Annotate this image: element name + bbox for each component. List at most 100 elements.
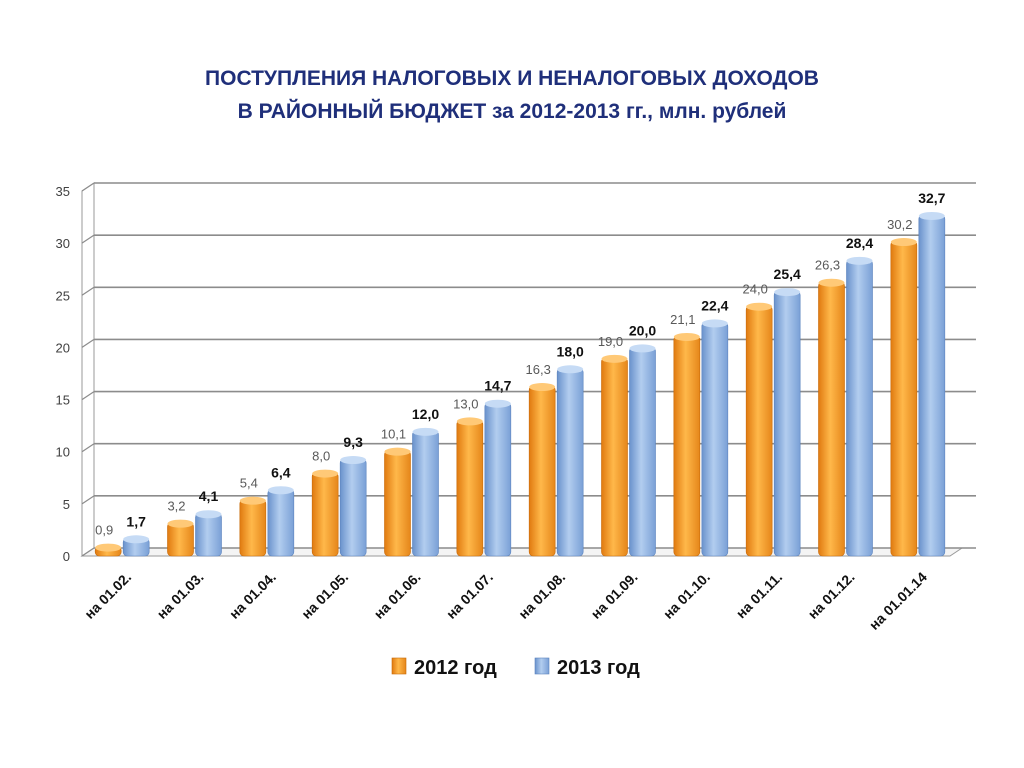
bar-cap — [918, 211, 945, 220]
y-tick-label: 30 — [56, 236, 70, 251]
data-label-2013: 1,7 — [126, 513, 146, 529]
y-tick-label: 0 — [63, 549, 70, 564]
bar-2012 — [745, 305, 773, 557]
bar-2012 — [167, 522, 194, 557]
bar-2013 — [556, 367, 584, 557]
bar-2013 — [629, 347, 656, 557]
data-label-2012: 26,3 — [815, 258, 840, 273]
bar-2012 — [311, 472, 339, 557]
gridline-side — [81, 547, 95, 557]
data-label-2012: 30,2 — [887, 217, 912, 232]
bar-2013 — [339, 458, 367, 557]
y-axis: 0 5 10 15 20 25 30 35 — [56, 184, 70, 564]
bar-cap — [629, 344, 656, 353]
bar-cap — [557, 365, 584, 374]
data-label-2012: 5,4 — [240, 476, 258, 491]
x-tick-label: на 01.11. — [733, 569, 786, 622]
legend: 2012 год 2013 год — [391, 657, 640, 679]
bar-cap — [846, 256, 873, 265]
data-label-2012: 21,1 — [670, 312, 695, 327]
y-tick-label: 25 — [56, 288, 70, 303]
x-tick-label: на 01.01.14 — [866, 569, 930, 633]
gridline-side — [81, 495, 95, 505]
data-label-2012: 13,0 — [453, 396, 478, 411]
bar-2012 — [601, 357, 628, 557]
x-tick-label: на 01.08. — [515, 569, 568, 622]
bar-2013 — [267, 488, 295, 557]
data-label-2012: 10,1 — [381, 427, 406, 442]
data-label-2012: 0,9 — [95, 523, 113, 538]
y-tick-label: 10 — [56, 445, 70, 460]
x-tick-label: на 01.10. — [660, 569, 713, 622]
data-label-2013: 32,7 — [918, 190, 945, 206]
bar-cap — [384, 447, 411, 456]
bar-2013 — [773, 290, 801, 557]
data-label-2012: 3,2 — [167, 499, 185, 514]
data-label-2013: 28,4 — [846, 235, 873, 251]
gridline-side — [81, 182, 95, 192]
bar-2013 — [846, 259, 873, 557]
bars — [94, 211, 946, 557]
bar-cap — [267, 486, 294, 495]
data-label-2012: 24,0 — [743, 282, 768, 297]
bar-cap — [890, 238, 917, 247]
bar-2012 — [890, 240, 918, 557]
legend-label-2012: 2012 год — [414, 657, 497, 679]
x-tick-label: на 01.09. — [588, 569, 641, 622]
bar-2013 — [195, 512, 222, 557]
data-label-2013: 25,4 — [774, 266, 801, 282]
gridline-side — [81, 286, 95, 296]
bar-2013 — [484, 402, 512, 557]
y-tick-label: 15 — [56, 393, 70, 408]
bar-cap — [701, 319, 728, 328]
gridline-side — [81, 443, 95, 453]
gridline-side — [81, 391, 95, 401]
legend-label-2013: 2013 год — [557, 657, 640, 679]
data-label-2013: 9,3 — [343, 434, 363, 450]
bar-2012 — [456, 420, 484, 557]
bar-2012 — [818, 281, 845, 557]
bar-cap — [123, 535, 150, 544]
bar-cap — [312, 469, 339, 478]
bar-2012 — [673, 335, 701, 557]
x-tick-label: на 01.06. — [371, 569, 424, 622]
bar-cap — [340, 456, 367, 465]
chart-title: ПОСТУПЛЕНИЯ НАЛОГОВЫХ И НЕНАЛОГОВЫХ ДОХО… — [0, 62, 1024, 128]
bar-cap — [456, 417, 483, 426]
x-axis: на 01.02. на 01.03. на 01.04. на 01.05. на 0… — [81, 569, 930, 633]
bar-cap — [529, 383, 556, 392]
chart-title-line-2: В РАЙОННЫЙ БЮДЖЕТ за 2012-2013 гг., млн.… — [237, 100, 787, 123]
data-label-2013: 6,4 — [271, 464, 291, 480]
y-tick-label: 35 — [56, 184, 70, 199]
bar-2013 — [412, 430, 439, 557]
x-tick-label: на 01.04. — [226, 569, 279, 622]
bar-2013 — [701, 322, 729, 557]
bar-cap — [673, 332, 700, 341]
bar-cap — [239, 496, 266, 505]
bar-cap — [484, 399, 511, 408]
data-labels: 0,9 1,7 3,2 4,1 5,4 6,4 8,0 9,3 10,1 12,0 13,0 14,7… — [95, 190, 946, 538]
data-label-2013: 18,0 — [557, 343, 584, 359]
gridline-side — [81, 234, 95, 244]
data-label-2012: 8,0 — [312, 449, 330, 464]
data-label-2012: 19,0 — [598, 334, 623, 349]
data-label-2013: 12,0 — [412, 406, 439, 422]
bar-cap — [412, 427, 439, 436]
bar-2012 — [384, 450, 411, 557]
data-label-2013: 20,0 — [629, 322, 656, 338]
legend-swatch-2013 — [534, 657, 550, 675]
x-tick-label: на 01.05. — [298, 569, 351, 622]
bar-cap — [746, 302, 773, 311]
y-tick-label: 5 — [63, 497, 70, 512]
data-label-2013: 14,7 — [484, 378, 511, 394]
bar-cap — [818, 278, 845, 287]
chart-title-line-1: ПОСТУПЛЕНИЯ НАЛОГОВЫХ И НЕНАЛОГОВЫХ ДОХО… — [205, 67, 819, 90]
x-tick-label: на 01.03. — [154, 569, 207, 622]
gridline-side — [81, 338, 95, 348]
bar-2013 — [918, 214, 946, 557]
bar-cap — [95, 543, 122, 552]
bar-cap — [601, 354, 628, 363]
legend-swatch-2012 — [391, 657, 407, 675]
x-tick-label: на 01.12. — [805, 569, 858, 622]
